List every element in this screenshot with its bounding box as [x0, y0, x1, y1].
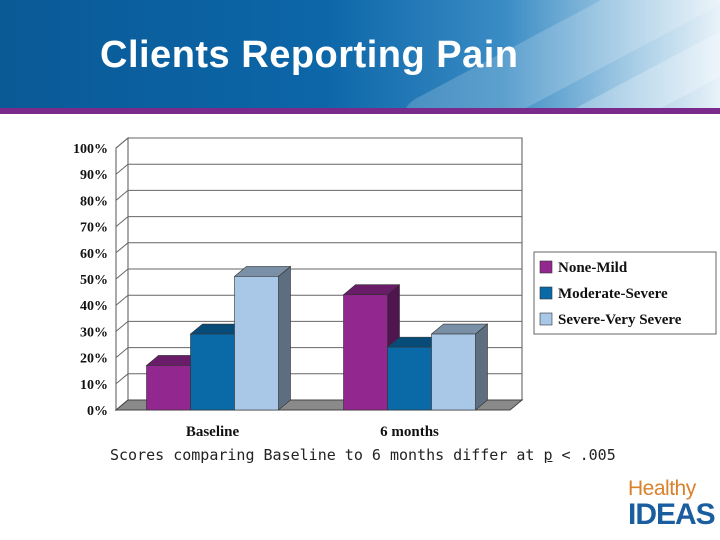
gridline-side [115, 321, 129, 332]
legend-label: Moderate-Severe [558, 286, 668, 302]
legend-swatch [539, 260, 553, 274]
gridline-side [115, 294, 129, 306]
healthy-ideas-logo: Healthy IDEAS [628, 477, 716, 531]
gridline-side [115, 242, 129, 254]
legend-swatch [539, 286, 553, 300]
header-background [0, 0, 720, 108]
x-tick-label: 6 months [380, 424, 439, 440]
slide-header: Clients Reporting Pain [0, 0, 720, 108]
bar [431, 333, 476, 411]
y-tick-label: 0% [87, 404, 108, 419]
y-tick-label: 70% [80, 221, 108, 236]
legend-swatch [539, 312, 553, 326]
header-divider [0, 108, 720, 114]
bar [146, 365, 191, 411]
legend-label: None-Mild [558, 260, 628, 276]
x-tick-label: Baseline [186, 424, 240, 440]
y-tick-label: 40% [80, 299, 108, 314]
gridline-side [115, 373, 129, 385]
bar [234, 276, 279, 411]
bar-side [475, 323, 488, 411]
bar [190, 333, 235, 411]
y-tick-label: 50% [80, 273, 108, 288]
gridline-side [115, 268, 129, 280]
note-threshold: < .005 [552, 446, 616, 464]
bar-chart: 0% 10% 20% 30% 40% 50% 60% 70% 80% 90% 100% Baseli… [40, 132, 720, 442]
legend-label: Severe-Very Severe [558, 312, 682, 328]
y-tick-label: 20% [80, 352, 108, 367]
y-tick-label: 60% [80, 247, 108, 262]
y-tick-label: 30% [80, 325, 108, 340]
logo-word-healthy: Healthy [628, 477, 696, 500]
chart-svg: 0% 10% 20% 30% 40% 50% 60% 70% 80% 90% 100% Baseli… [73, 136, 717, 440]
y-tick-label: 90% [80, 168, 108, 183]
legend-box [533, 251, 717, 335]
gridline-side [115, 216, 129, 227]
y-tick-label: 80% [80, 194, 108, 209]
slide-title: Clients Reporting Pain [100, 34, 519, 76]
bar-side [278, 265, 291, 411]
y-tick-label: 100% [73, 142, 108, 157]
gridline-side [115, 347, 129, 358]
logo-word-ideas: IDEAS [628, 498, 716, 531]
gridline-side [115, 163, 129, 175]
note-text: Scores comparing Baseline to 6 months di… [110, 446, 544, 464]
bar [343, 294, 388, 411]
bar [387, 346, 432, 411]
significance-note: Scores comparing Baseline to 6 months di… [110, 446, 616, 464]
gridline-side [115, 190, 129, 201]
gridline-side [115, 137, 129, 149]
y-tick-label: 10% [80, 378, 108, 393]
note-p-value-symbol: p [543, 446, 553, 464]
